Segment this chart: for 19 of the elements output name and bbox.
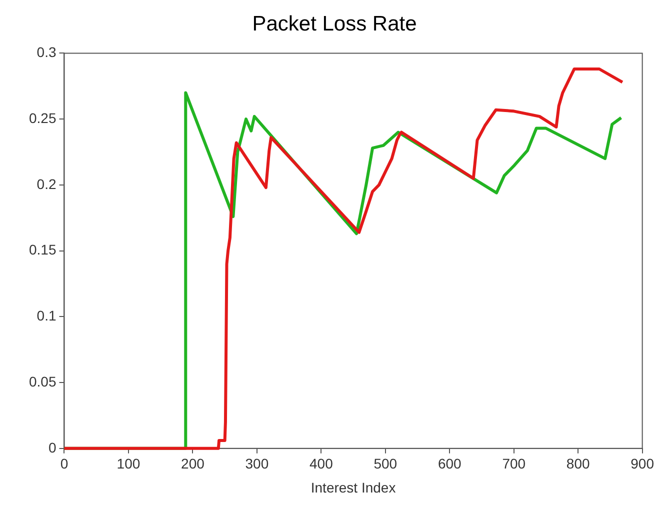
y-tick-label: 0.2 [36, 176, 56, 192]
x-tick-label: 800 [566, 456, 590, 472]
x-tick-label: 500 [374, 456, 398, 472]
x-tick-label: 700 [502, 456, 526, 472]
x-tick-label: 100 [116, 456, 140, 472]
y-tick-label: 0.15 [29, 242, 56, 258]
y-tick-label: 0.1 [36, 308, 56, 324]
x-tick-label: 400 [309, 456, 334, 472]
y-tick-label: 0 [48, 439, 56, 456]
x-axis-title: Interest Index [310, 479, 396, 496]
x-tick-label: 900 [630, 456, 654, 472]
x-tick-label: 0 [60, 456, 68, 472]
x-tick-label: 600 [438, 456, 462, 472]
y-tick-label: 0.05 [29, 373, 56, 390]
y-tick-label: 0.25 [29, 110, 56, 126]
chart-title: Packet Loss Rate [252, 12, 417, 36]
x-tick-label: 300 [245, 456, 269, 472]
x-tick-label: 200 [181, 456, 205, 472]
y-tick-label: 0.3 [36, 44, 56, 60]
